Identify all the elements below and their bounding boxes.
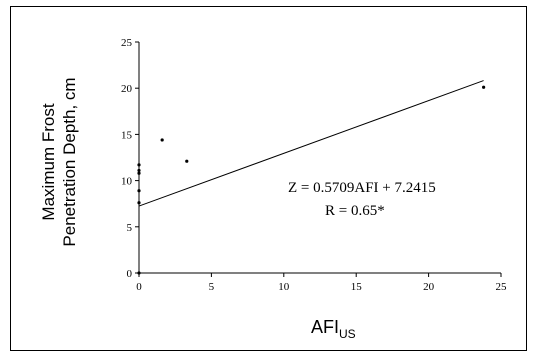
y-tick-label: 15 xyxy=(121,129,133,141)
y-axis-label-line2: Penetration Depth, cm xyxy=(60,77,79,246)
data-point xyxy=(185,159,189,163)
chart-frame: 0 5 10 15 20 25 0 5 10 15 20 25 Z = 0.5709AFI + 7.2… xyxy=(10,6,527,351)
y-tick-label: 25 xyxy=(121,37,133,49)
scatter-chart: 0 5 10 15 20 25 0 5 10 15 20 25 Z = 0.5709AFI + 7.2… xyxy=(39,37,507,341)
data-point xyxy=(160,138,164,142)
ticks: 0 5 10 15 20 25 0 5 10 15 20 25 xyxy=(121,37,507,293)
data-point xyxy=(137,189,141,193)
data-point xyxy=(137,163,141,167)
x-axis-label-main: AFI xyxy=(311,317,339,337)
x-tick-label: 20 xyxy=(423,281,435,293)
data-point xyxy=(137,171,141,175)
x-tick-label: 15 xyxy=(351,281,363,293)
trendline xyxy=(138,80,484,207)
x-tick-label: 5 xyxy=(209,281,215,293)
data-point xyxy=(137,168,141,173)
x-axis-label-sub: US xyxy=(339,327,356,341)
y-tick-label: 20 xyxy=(121,83,133,95)
equation-label: Z = 0.5709AFI + 7.2415 xyxy=(288,180,436,196)
y-tick-label: 0 xyxy=(127,268,133,280)
data-point xyxy=(137,201,141,205)
data-point xyxy=(137,271,141,275)
data-point xyxy=(482,85,486,89)
axes xyxy=(138,42,501,274)
x-tick-label: 10 xyxy=(278,281,290,293)
data-points xyxy=(137,85,486,275)
y-tick-label: 5 xyxy=(127,222,133,234)
y-axis-label-line1: Maximum Frost xyxy=(39,103,58,220)
y-tick-label: 10 xyxy=(121,176,133,188)
x-tick-label: 25 xyxy=(496,281,508,293)
x-axis-label: AFIUS xyxy=(311,317,356,341)
x-tick-label: 0 xyxy=(136,281,142,293)
r-value-label: R = 0.65* xyxy=(325,203,385,219)
